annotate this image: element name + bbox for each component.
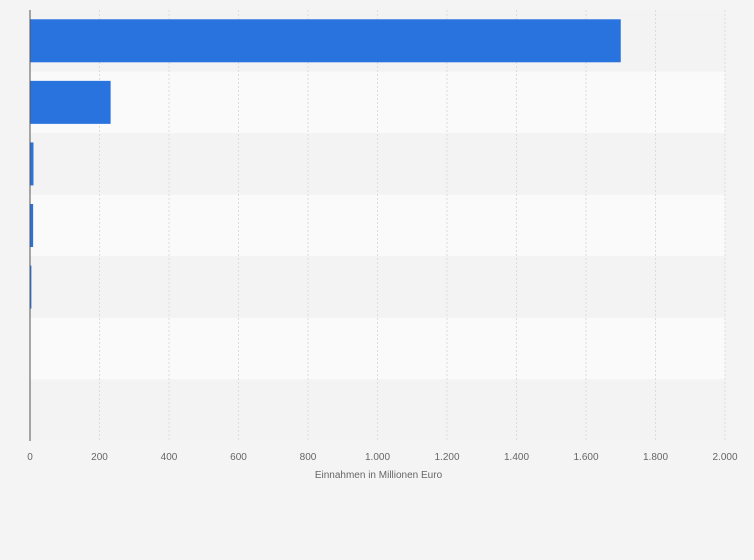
- x-tick-label: 600: [230, 452, 247, 463]
- bar: [30, 19, 621, 63]
- bars: [30, 19, 621, 309]
- bar: [30, 265, 32, 309]
- x-tick-label: 2.000: [712, 452, 737, 463]
- x-tick-label: 0: [27, 452, 33, 463]
- x-tick-label: 1.200: [434, 452, 459, 463]
- x-tick-label: 200: [91, 452, 108, 463]
- bar: [30, 80, 111, 124]
- x-tick-label: 1.800: [643, 452, 668, 463]
- x-tick-label: 1.600: [573, 452, 598, 463]
- x-tick-label: 400: [161, 452, 178, 463]
- x-axis-ticks: 0 200 400 600 800 1.000 1.200 1.400 1.600 1.800 2.…: [27, 452, 738, 463]
- x-tick-label: 1.000: [365, 452, 390, 463]
- bar: [30, 142, 34, 186]
- x-tick-label: 1.400: [504, 452, 529, 463]
- bar: [30, 204, 34, 247]
- x-axis-title: Einnahmen in Millionen Euro: [315, 470, 443, 481]
- row-band: [30, 317, 725, 380]
- x-tick-label: 800: [300, 452, 317, 463]
